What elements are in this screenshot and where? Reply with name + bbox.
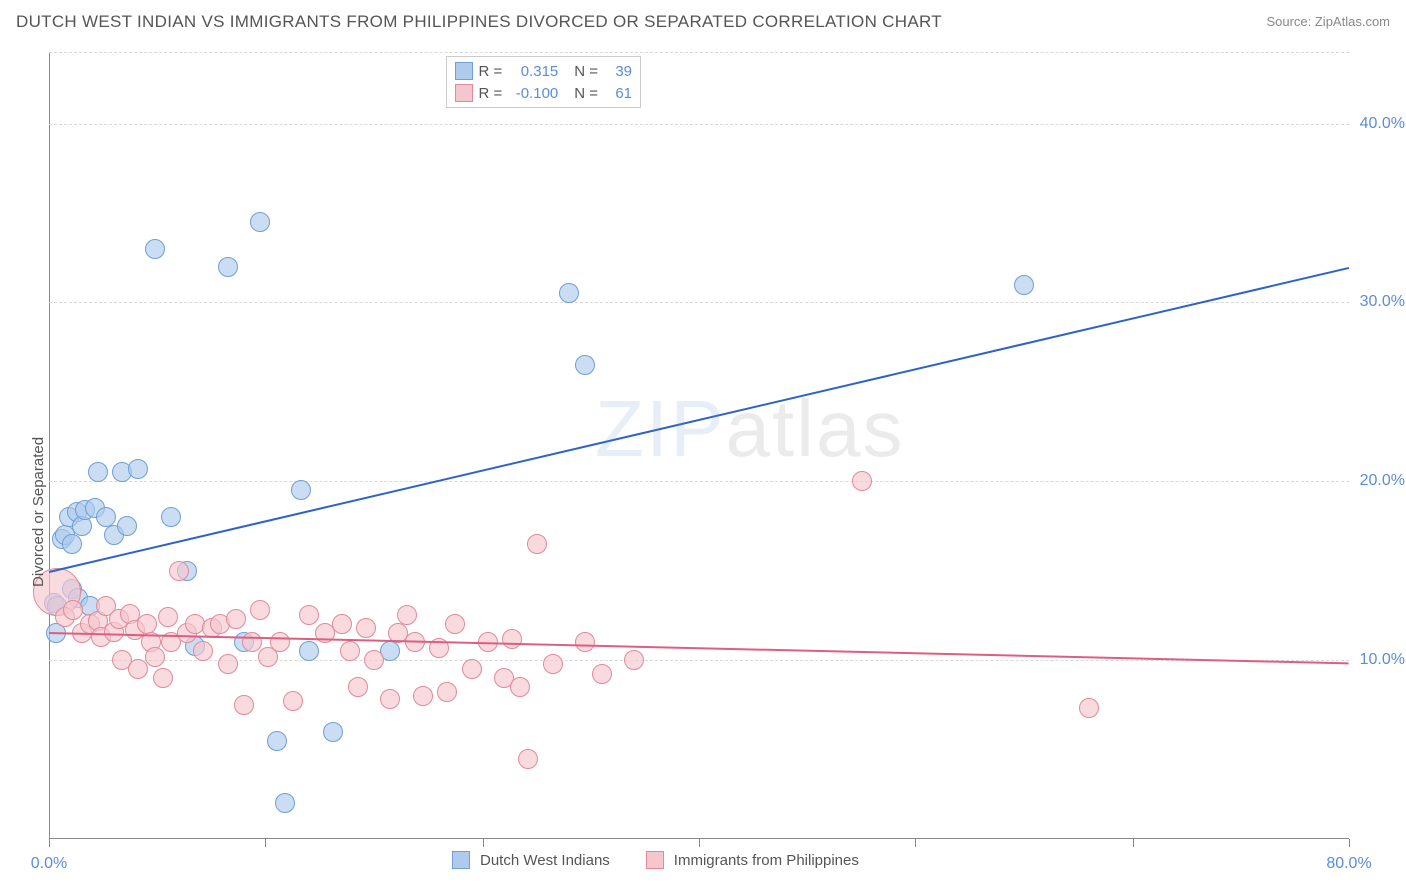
legend-n-label: N =: [574, 85, 598, 102]
data-point: [624, 650, 644, 670]
x-axis-tick: [699, 839, 700, 847]
legend-swatch: [646, 851, 664, 869]
data-point: [137, 614, 157, 634]
y-axis-tick-label: 30.0%: [1360, 293, 1405, 311]
data-point: [158, 607, 178, 627]
legend-swatch: [452, 851, 470, 869]
source-attribution: Source: ZipAtlas.com: [1266, 14, 1390, 29]
x-axis-tick-label: 80.0%: [1326, 855, 1371, 873]
data-point: [270, 632, 290, 652]
data-point: [234, 695, 254, 715]
data-point: [397, 605, 417, 625]
data-point: [437, 682, 457, 702]
y-axis-tick-label: 20.0%: [1360, 472, 1405, 490]
data-point: [356, 618, 376, 638]
grid-line: [49, 52, 1349, 53]
x-axis-tick: [265, 839, 266, 847]
grid-line: [49, 660, 1349, 661]
legend-r-label: R =: [479, 63, 503, 80]
data-point: [299, 605, 319, 625]
data-point: [250, 212, 270, 232]
data-point: [250, 600, 270, 620]
data-point: [299, 641, 319, 661]
y-axis-tick-label: 10.0%: [1360, 651, 1405, 669]
data-point: [226, 609, 246, 629]
x-axis-tick: [1133, 839, 1134, 847]
data-point: [559, 283, 579, 303]
legend-row: R = 0.315 N = 39: [455, 60, 633, 82]
legend-label: Immigrants from Philippines: [674, 852, 859, 869]
data-point: [218, 654, 238, 674]
x-axis-tick-label: 0.0%: [31, 855, 67, 873]
legend-row: R = -0.100 N = 61: [455, 82, 633, 104]
trend-line: [49, 267, 1349, 573]
legend-n-value: 39: [604, 63, 632, 80]
data-point: [364, 650, 384, 670]
data-point: [218, 257, 238, 277]
data-point: [332, 614, 352, 634]
legend-swatch: [455, 62, 473, 80]
grid-line: [49, 481, 1349, 482]
legend-n-label: N =: [574, 63, 598, 80]
data-point: [380, 689, 400, 709]
x-axis-tick: [483, 839, 484, 847]
data-point: [518, 749, 538, 769]
data-point: [348, 677, 368, 697]
legend-r-value: -0.100: [508, 85, 558, 102]
data-point: [242, 632, 262, 652]
x-axis-tick: [1349, 839, 1350, 847]
x-axis-tick: [915, 839, 916, 847]
data-point: [510, 677, 530, 697]
chart-plot-area: 10.0%20.0%30.0%40.0%0.0%80.0%: [49, 52, 1349, 839]
data-point: [592, 664, 612, 684]
data-point: [445, 614, 465, 634]
data-point: [575, 632, 595, 652]
data-point: [63, 600, 83, 620]
series-legend: Dutch West Indians Immigrants from Philip…: [452, 851, 885, 869]
data-point: [340, 641, 360, 661]
data-point: [145, 647, 165, 667]
legend-r-value: 0.315: [508, 63, 558, 80]
data-point: [145, 239, 165, 259]
data-point: [323, 722, 343, 742]
data-point: [275, 793, 295, 813]
data-point: [88, 462, 108, 482]
grid-line: [49, 302, 1349, 303]
data-point: [267, 731, 287, 751]
y-axis-title: Divorced or Separated: [30, 437, 47, 587]
data-point: [117, 516, 137, 536]
legend-swatch: [455, 84, 473, 102]
x-axis-tick: [49, 839, 50, 847]
legend-r-label: R =: [479, 85, 503, 102]
data-point: [153, 668, 173, 688]
data-point: [575, 355, 595, 375]
data-point: [852, 471, 872, 491]
data-point: [161, 507, 181, 527]
data-point: [462, 659, 482, 679]
data-point: [527, 534, 547, 554]
data-point: [413, 686, 433, 706]
data-point: [169, 561, 189, 581]
data-point: [62, 534, 82, 554]
legend-n-value: 61: [604, 85, 632, 102]
data-point: [543, 654, 563, 674]
data-point: [291, 480, 311, 500]
legend-label: Dutch West Indians: [480, 852, 610, 869]
data-point: [283, 691, 303, 711]
y-axis-line: [49, 52, 50, 839]
data-point: [128, 459, 148, 479]
grid-line: [49, 124, 1349, 125]
data-point: [1014, 275, 1034, 295]
correlation-legend: R = 0.315 N = 39 R = -0.100 N = 61: [446, 56, 642, 108]
data-point: [193, 641, 213, 661]
y-axis-tick-label: 40.0%: [1360, 115, 1405, 133]
data-point: [1079, 698, 1099, 718]
chart-title: DUTCH WEST INDIAN VS IMMIGRANTS FROM PHI…: [16, 12, 942, 31]
data-point: [502, 629, 522, 649]
